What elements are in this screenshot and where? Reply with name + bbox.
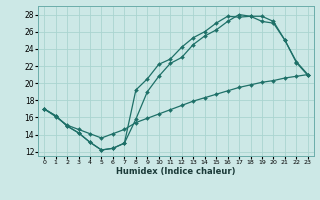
X-axis label: Humidex (Indice chaleur): Humidex (Indice chaleur)	[116, 167, 236, 176]
